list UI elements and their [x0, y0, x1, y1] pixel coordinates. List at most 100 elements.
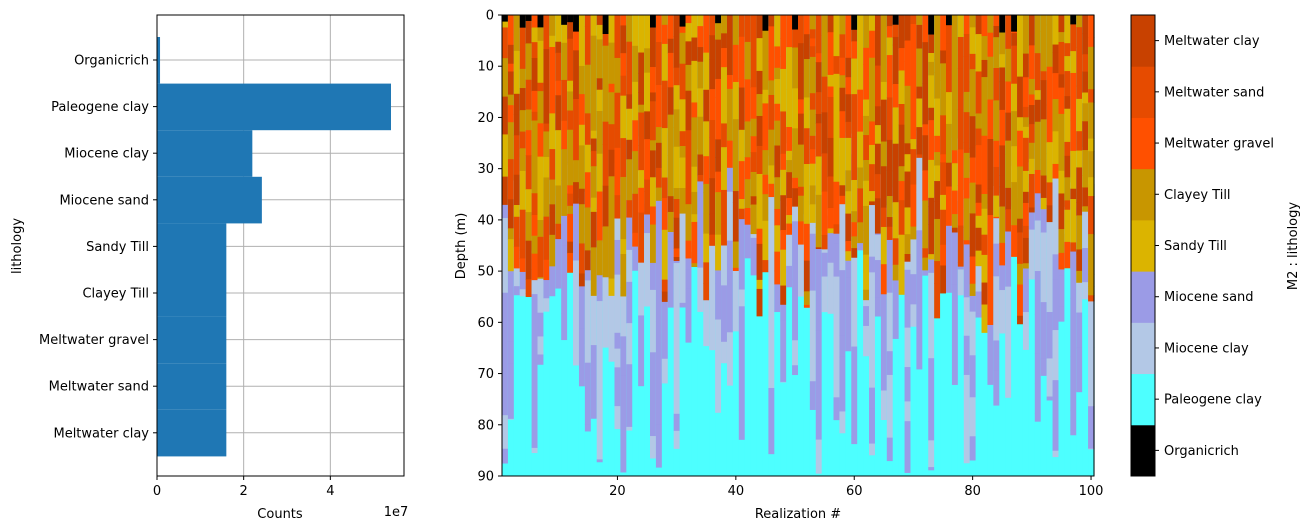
heatmap-cell [969, 69, 977, 83]
heatmap-cell [839, 34, 846, 59]
heatmap-cell [981, 59, 989, 78]
heatmap-cell [721, 221, 728, 286]
heatmap-cell [1034, 383, 1042, 414]
heatmap-cell [815, 236, 823, 273]
realization-column [999, 15, 1006, 476]
heatmap-cell [951, 36, 959, 68]
realization-column [892, 15, 900, 476]
heatmap-cell [845, 77, 852, 95]
histogram-x-ticks: 0 2 4 [153, 476, 334, 499]
heatmap-cell [667, 87, 675, 116]
heatmap-cell [774, 208, 781, 226]
heatmap-cell [1046, 142, 1054, 155]
heatmap-cell [821, 234, 829, 250]
heatmap-cell [531, 193, 539, 216]
heatmap-cell [1017, 147, 1024, 167]
histogram-y-tick-label: Organicrich [74, 54, 149, 69]
heatmap-cell [1052, 99, 1060, 132]
heatmap-cell [981, 282, 989, 306]
heatmap-cell [963, 152, 971, 179]
heatmap-cell [874, 143, 882, 175]
heatmap-cell [827, 32, 835, 76]
heatmap-cell [596, 110, 604, 155]
heatmap-cell [561, 15, 568, 25]
heatmap-cell [596, 389, 604, 425]
heatmap-cell [922, 83, 929, 125]
heatmap-cell [531, 90, 539, 113]
heatmap-cell [910, 184, 917, 228]
heatmap-cell [715, 357, 722, 413]
heatmap-cell [549, 179, 556, 205]
heatmap-cell [756, 228, 764, 245]
heatmap-cell [650, 411, 657, 437]
heatmap-cell [632, 61, 639, 83]
realization-column [827, 15, 835, 476]
heatmap-cell [507, 105, 515, 123]
heatmap-cell [987, 250, 994, 292]
heatmap-cell [839, 137, 846, 159]
heatmap-cell [786, 150, 793, 161]
heatmap-x-ticks: 20 40 60 80 100 [609, 476, 1103, 499]
realization-column [798, 15, 805, 476]
heatmap-y-tick-label: 50 [477, 265, 494, 280]
heatmap-cell [561, 120, 568, 150]
heatmap-cell [975, 202, 983, 217]
heatmap-cell [946, 15, 953, 45]
heatmap-cell [904, 111, 912, 144]
heatmap-cell [898, 124, 906, 167]
heatmap-cell [543, 156, 550, 178]
heatmap-cell [946, 15, 953, 26]
heatmap-cell [620, 53, 627, 77]
heatmap-cell [744, 121, 752, 158]
heatmap-cell [815, 271, 823, 332]
heatmap-y-ticks: 0 10 20 30 40 50 60 70 80 90 [477, 9, 502, 485]
heatmap-cell [869, 256, 876, 273]
heatmap-cell [768, 387, 775, 418]
realization-column [809, 15, 817, 476]
heatmap-cell [874, 65, 882, 107]
heatmap-cell [661, 291, 669, 302]
heatmap-cell [1058, 32, 1065, 43]
heatmap-cell [803, 97, 811, 129]
heatmap-cell [561, 79, 568, 122]
heatmap-cell [833, 276, 841, 311]
heatmap-cell [880, 292, 888, 356]
heatmap-cell [602, 144, 610, 187]
heatmap-cell [786, 206, 793, 267]
heatmap-cell [602, 241, 610, 274]
heatmap-cell [951, 84, 959, 114]
heatmap-cell [809, 149, 817, 165]
heatmap-cell [1058, 15, 1065, 33]
heatmap-cell [531, 235, 539, 255]
heatmap-cell [679, 157, 687, 189]
realization-column [1040, 15, 1048, 476]
heatmap-cell [620, 239, 627, 255]
heatmap-cell [1088, 15, 1095, 38]
heatmap-cell [969, 256, 977, 285]
heatmap-cell [620, 254, 627, 288]
heatmap-cell [667, 241, 675, 306]
realization-column [762, 15, 769, 476]
realization-column [703, 15, 710, 476]
heatmap-cell [561, 149, 568, 181]
heatmap-cell [555, 149, 562, 186]
heatmap-cell [845, 342, 852, 352]
histogram-x-tick-label: 0 [153, 484, 161, 499]
heatmap-cell [1034, 90, 1042, 101]
heatmap-cell [555, 223, 562, 240]
heatmap-cell [726, 140, 734, 168]
heatmap-cell [946, 92, 953, 125]
heatmap-cell [721, 123, 728, 148]
heatmap-cell [946, 123, 953, 164]
heatmap-cell [673, 217, 681, 249]
realization-column [851, 15, 858, 476]
histogram-bar [157, 37, 161, 84]
heatmap-cell [673, 36, 681, 69]
heatmap-cell [768, 183, 775, 198]
heatmap-cell [815, 194, 823, 228]
heatmap-cell [1017, 284, 1024, 317]
heatmap-cell [744, 179, 752, 209]
heatmap-cell [644, 191, 651, 213]
realization-column [1088, 15, 1095, 476]
heatmap-cell [537, 277, 545, 279]
